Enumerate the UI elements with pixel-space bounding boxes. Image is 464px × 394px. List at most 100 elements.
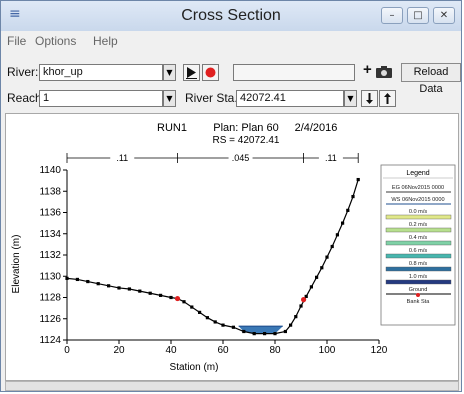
legend-item-swatch xyxy=(416,293,420,297)
river-label: River: xyxy=(7,65,39,79)
ground-point xyxy=(320,266,324,270)
legend-item-swatch xyxy=(385,266,452,272)
menu-bar: File Options Help xyxy=(1,31,461,51)
arrow-down-icon xyxy=(366,93,373,104)
legend-item-swatch xyxy=(385,214,452,220)
manning-n-label: .11 xyxy=(116,153,128,163)
x-tick-label: 40 xyxy=(165,345,177,356)
river-sta-label: River Sta.: xyxy=(185,91,242,105)
ground-point xyxy=(182,300,186,304)
legend-item-label: WS 06Nov2015 0000 xyxy=(391,197,444,203)
legend: Legend EG 06Nov2015 0000 WS 06Nov2015 000… xyxy=(380,164,456,326)
river-select[interactable]: khor_up xyxy=(39,64,163,81)
ground-point xyxy=(242,329,246,334)
ground-point xyxy=(138,289,142,293)
x-tick-label: 0 xyxy=(64,345,70,356)
play-button[interactable] xyxy=(183,64,200,81)
x-tick-label: 20 xyxy=(113,345,125,356)
y-tick-label: 1128 xyxy=(39,293,61,304)
ground-point xyxy=(309,285,313,289)
plot-panel: RUN1 Plan: Plan 60 2/4/2016 RS = 42072.4… xyxy=(5,113,459,381)
ground-point xyxy=(263,332,267,336)
ground-point xyxy=(169,295,173,300)
legend-item-label: Ground xyxy=(409,287,428,293)
reach-select[interactable]: 1 xyxy=(39,90,163,107)
reach-dropdown-arrow[interactable]: ▼ xyxy=(163,90,176,107)
y-tick-label: 1140 xyxy=(39,165,61,176)
water-area xyxy=(238,326,283,334)
manning-n-label-bg xyxy=(318,152,343,163)
y-tick-label: 1138 xyxy=(39,186,61,197)
x-tick-label: 120 xyxy=(371,345,388,356)
river-dropdown-arrow[interactable]: ▼ xyxy=(163,64,176,81)
bank-station-point xyxy=(301,297,307,303)
legend-item-label: Bank Sta xyxy=(407,299,431,305)
ground-point xyxy=(148,291,152,295)
ground-point xyxy=(198,310,202,314)
ground-point xyxy=(190,305,194,309)
add-icon[interactable]: + xyxy=(363,61,372,78)
maximize-button[interactable]: □ xyxy=(407,7,429,24)
plot-rs-label: RS = 42072.41 xyxy=(213,135,280,146)
plot-title-date: 2/4/2016 xyxy=(295,122,338,134)
legend-item-label: EG 06Nov2015 0000 xyxy=(392,185,444,191)
ground-point xyxy=(127,287,131,291)
cross-section-plot: RUN1 Plan: Plan 60 2/4/2016 RS = 42072.4… xyxy=(11,122,456,373)
close-button[interactable]: ✕ xyxy=(433,7,455,24)
play-icon xyxy=(186,67,197,79)
y-tick-label: 1126 xyxy=(39,314,61,325)
record-icon xyxy=(205,67,216,78)
y-tick-label: 1132 xyxy=(39,250,61,261)
ground-point xyxy=(325,255,329,259)
legend-item-label: 0.8 m/s xyxy=(409,261,428,267)
reload-data-button[interactable]: Reload Data xyxy=(401,63,461,95)
ground-point xyxy=(330,244,334,249)
river-sta-dropdown-arrow[interactable]: ▼ xyxy=(344,90,357,107)
y-axis-label: Elevation (m) xyxy=(11,235,22,294)
next-station-down-button[interactable] xyxy=(361,90,378,107)
ground-point xyxy=(86,279,90,284)
legend-item-label: 0.0 m/s xyxy=(409,209,428,215)
plot-title-run: RUN1 xyxy=(157,122,187,134)
next-station-up-button[interactable] xyxy=(379,90,396,107)
ground-point xyxy=(65,276,69,280)
window-menu-icon[interactable]: ≡ xyxy=(9,6,21,22)
legend-item-swatch xyxy=(385,253,452,259)
manning-n-label-bg xyxy=(110,152,135,163)
camera-icon[interactable] xyxy=(375,65,393,79)
legend-item-label: 0.2 m/s xyxy=(409,222,428,228)
ground-point xyxy=(75,277,79,282)
plot-axes: 0 20 40 60 80 100 120 1124 1126 1128 1130 1132 1134 1… xyxy=(39,165,387,356)
ground-point xyxy=(117,286,121,290)
window-title: Cross Section xyxy=(181,7,281,24)
record-button[interactable] xyxy=(202,64,219,81)
ground-point xyxy=(96,282,100,286)
menu-options[interactable]: Options xyxy=(35,34,77,48)
plot-marks xyxy=(65,177,360,336)
legend-item-swatch xyxy=(385,240,452,246)
ground-point xyxy=(294,315,298,319)
manning-n-labels: .11 .045 .11 xyxy=(66,152,359,163)
manning-n-label: .11 xyxy=(325,153,337,163)
arrow-up-icon xyxy=(384,93,391,104)
legend-title: Legend xyxy=(406,170,429,177)
legend-item-swatch xyxy=(385,279,452,285)
menu-help[interactable]: Help xyxy=(93,34,118,48)
horizontal-scrollbar[interactable] xyxy=(5,381,459,391)
manning-n-label-bg xyxy=(228,152,253,163)
x-tick-label: 100 xyxy=(319,345,336,356)
ground-point xyxy=(315,275,319,279)
minimize-button[interactable]: – xyxy=(381,7,403,24)
ground-point xyxy=(304,294,308,299)
ground-point xyxy=(107,284,111,288)
ground-point xyxy=(252,332,256,336)
river-sta-select[interactable]: 42072.41 xyxy=(236,90,344,107)
ground-line xyxy=(66,179,359,335)
ground-point xyxy=(299,304,303,308)
ground-point xyxy=(346,208,350,212)
ground-point xyxy=(289,323,293,327)
menu-file[interactable]: File xyxy=(7,34,27,48)
ground-point xyxy=(351,194,355,199)
legend-item-label: 0.4 m/s xyxy=(409,235,428,241)
